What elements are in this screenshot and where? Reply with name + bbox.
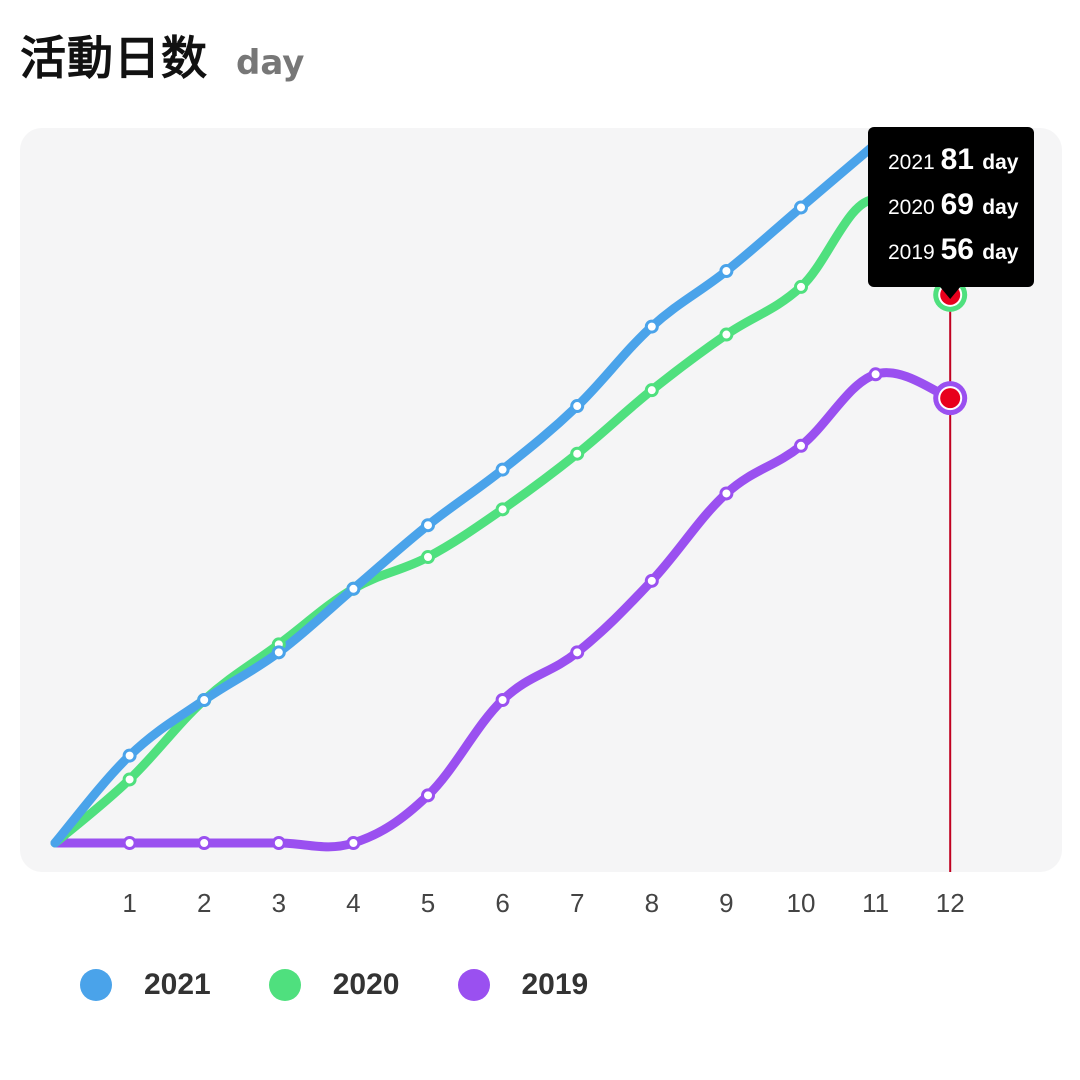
highlight-marker-2019 — [940, 388, 961, 409]
tooltip-unit: day — [982, 151, 1019, 174]
data-point-2020 — [719, 327, 734, 342]
x-tick-label: 7 — [570, 888, 584, 918]
data-point-2019 — [868, 367, 883, 382]
tooltip-value: 69 — [941, 188, 983, 221]
x-tick-label: 4 — [346, 888, 360, 918]
chart-header: 活動日数 day — [20, 22, 304, 88]
legend-item-2019[interactable]: 2019 — [457, 968, 589, 1002]
x-axis: 1 2 3 4 5 6 7 8 9 10 11 12 — [122, 888, 964, 918]
data-point-2021 — [197, 693, 212, 707]
data-point-2021 — [346, 581, 361, 596]
data-point-2021 — [719, 264, 734, 278]
data-point-2021 — [644, 319, 659, 334]
data-point-2019 — [794, 438, 808, 453]
legend-dot — [80, 969, 112, 1001]
x-tick-label: 8 — [645, 888, 659, 918]
x-tick-label: 3 — [272, 888, 286, 918]
legend: 2021 2020 2019 — [80, 968, 646, 1002]
tooltip-row: 2021 81 day — [888, 143, 1019, 176]
data-point-2020 — [421, 550, 435, 564]
data-point-2019 — [122, 836, 137, 850]
tooltip-year: 2020 — [888, 196, 941, 219]
tooltip-value: 56 — [941, 233, 983, 266]
tooltip-value: 81 — [941, 143, 983, 176]
legend-dot — [268, 969, 301, 1001]
legend-item-2021[interactable]: 2021 — [80, 968, 211, 1002]
x-tick-label: 10 — [787, 888, 816, 918]
legend-label: 2020 — [332, 968, 400, 1001]
tooltip-box — [868, 127, 1034, 287]
x-tick-label: 11 — [862, 888, 889, 918]
tooltip-row: 2020 69 day — [888, 188, 1019, 221]
x-tick-label: 2 — [197, 888, 211, 918]
data-point-2019 — [346, 836, 361, 850]
data-point-2019 — [644, 573, 659, 588]
data-point-2021 — [271, 645, 286, 660]
unit-label: day — [236, 43, 305, 83]
chart-title: 活動日数 — [20, 31, 208, 85]
data-point-2021 — [794, 200, 808, 215]
data-point-2020 — [644, 383, 659, 398]
data-point-2021 — [421, 518, 435, 533]
data-point-2021 — [570, 399, 585, 414]
tooltip-unit: day — [982, 196, 1019, 219]
tooltip-pointer — [940, 287, 961, 299]
data-point-2019 — [197, 836, 212, 850]
tooltip-year: 2019 — [888, 241, 941, 264]
x-tick-label: 6 — [495, 888, 509, 918]
data-point-2020 — [570, 446, 585, 461]
x-tick-label: 1 — [122, 888, 136, 918]
data-point-2019 — [719, 486, 734, 501]
data-point-2021 — [122, 748, 137, 763]
data-point-2021 — [495, 462, 510, 477]
x-tick-label: 5 — [421, 888, 435, 918]
data-point-2019 — [570, 645, 585, 660]
data-point-2020 — [495, 502, 510, 517]
tooltip-unit: day — [982, 241, 1019, 264]
data-point-2020 — [794, 279, 808, 294]
x-tick-label: 9 — [719, 888, 733, 918]
data-point-2020 — [122, 772, 137, 787]
data-point-2019 — [495, 693, 510, 707]
legend-label: 2021 — [144, 968, 211, 1001]
data-point-2019 — [421, 788, 435, 803]
tooltip-row: 2019 56 day — [888, 233, 1019, 266]
legend-dot — [457, 969, 490, 1001]
legend-label: 2019 — [521, 968, 589, 1001]
data-point-2019 — [271, 836, 286, 850]
tooltip-year: 2021 — [888, 151, 941, 174]
legend-item-2020[interactable]: 2020 — [268, 968, 400, 1002]
plot-background — [20, 128, 1062, 872]
x-tick-label: 12 — [936, 888, 965, 918]
